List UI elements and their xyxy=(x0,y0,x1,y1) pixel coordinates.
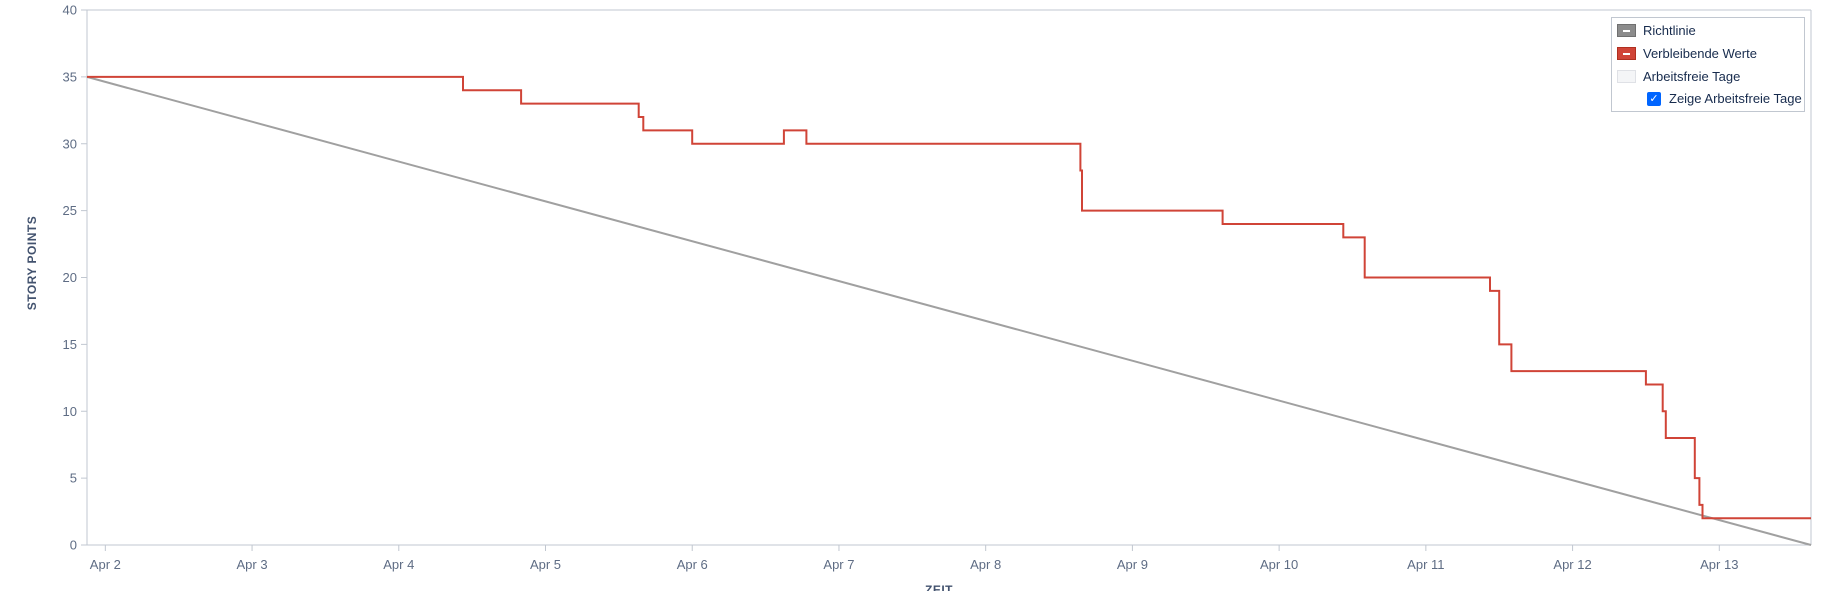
chart-series xyxy=(86,75,1812,546)
x-axis-ticks: Apr 2 Apr 3 Apr 4 Apr 5 Apr 6 Apr 7 Apr 8 Apr 9… xyxy=(90,545,1738,572)
chart-legend: Richtlinie Verbleibende Werte Arbeitsfre… xyxy=(1611,17,1805,112)
x-tick-label: Apr 8 xyxy=(970,557,1001,572)
legend-item-guide[interactable]: Richtlinie xyxy=(1617,21,1696,39)
y-axis-ticks: 0 5 10 15 20 25 30 35 40 xyxy=(63,3,87,553)
x-tick-label: Apr 12 xyxy=(1553,557,1591,572)
legend-item-nonworking[interactable]: Arbeitsfreie Tage xyxy=(1617,67,1740,85)
legend-swatch-nonworking-icon xyxy=(1617,69,1636,83)
guideline-series xyxy=(86,75,1812,546)
legend-swatch-remaining-icon xyxy=(1617,46,1636,60)
x-tick-label: Apr 3 xyxy=(237,557,268,572)
y-tick-label: 0 xyxy=(70,538,77,553)
legend-item-remaining[interactable]: Verbleibende Werte xyxy=(1617,44,1757,62)
legend-label-nonworking: Arbeitsfreie Tage xyxy=(1643,68,1741,84)
y-tick-label: 20 xyxy=(63,270,77,285)
x-tick-label: Apr 6 xyxy=(677,557,708,572)
show-nonworking-toggle[interactable]: ✓ Zeige Arbeitsfreie Tage xyxy=(1647,91,1802,106)
y-tick-label: 5 xyxy=(70,471,77,486)
y-tick-label: 35 xyxy=(63,69,77,84)
y-tick-label: 25 xyxy=(63,203,77,218)
legend-swatch-guide-icon xyxy=(1617,23,1636,37)
x-tick-label: Apr 2 xyxy=(90,557,121,572)
x-tick-label: Apr 10 xyxy=(1260,557,1298,572)
legend-label-remaining: Verbleibende Werte xyxy=(1643,45,1757,61)
x-tick-label: Apr 5 xyxy=(530,557,561,572)
x-axis-title: ZEIT xyxy=(925,583,953,591)
remaining-values-series xyxy=(87,75,1811,520)
y-axis-title: STORY POINTS xyxy=(25,216,39,310)
x-tick-label: Apr 11 xyxy=(1407,557,1444,572)
y-tick-label: 15 xyxy=(63,337,77,352)
chart-axes xyxy=(86,9,1812,546)
y-tick-label: 40 xyxy=(63,3,77,18)
x-tick-label: Apr 7 xyxy=(823,557,854,572)
checkbox-checked-icon[interactable]: ✓ xyxy=(1647,91,1661,106)
x-tick-label: Apr 4 xyxy=(383,557,414,572)
x-tick-label: Apr 9 xyxy=(1117,557,1148,572)
y-tick-label: 10 xyxy=(63,404,77,419)
legend-label-guide: Richtlinie xyxy=(1643,22,1696,38)
x-tick-label: Apr 13 xyxy=(1700,557,1738,572)
show-nonworking-label: Zeige Arbeitsfreie Tage xyxy=(1669,91,1802,106)
y-tick-label: 30 xyxy=(63,136,77,151)
